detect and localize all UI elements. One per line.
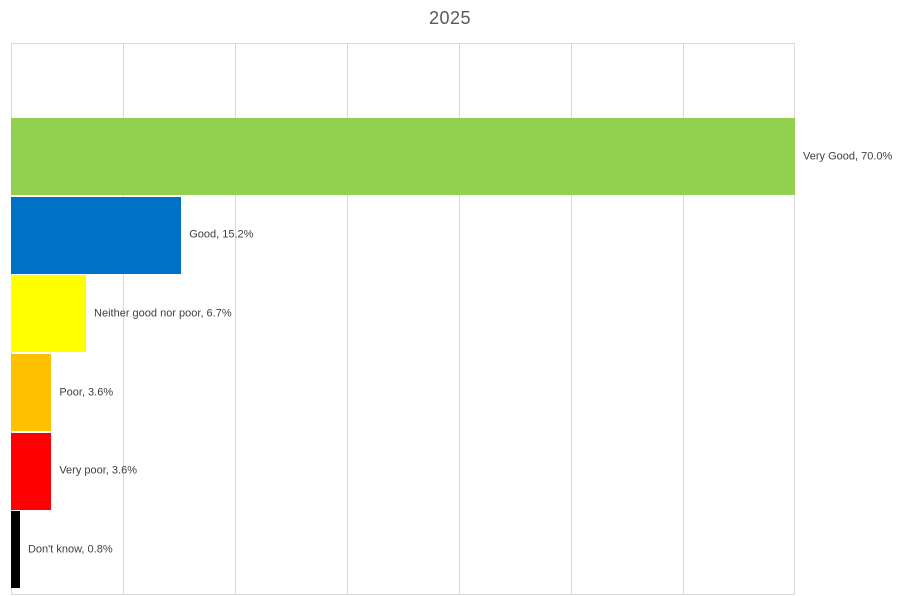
chart-title: 2025 (428, 8, 472, 28)
bar-label-good: Good, 15.2% (189, 228, 254, 241)
gridline (459, 44, 460, 594)
gridline (123, 44, 124, 594)
bar-very-poor (11, 432, 52, 510)
bar-label-very-good: Very Good, 70.0% (803, 150, 893, 163)
gridline (683, 44, 684, 594)
bar-very-good (11, 118, 795, 196)
bar-label-poor: Poor, 3.6% (59, 386, 114, 399)
bar-good (11, 196, 182, 274)
bar-don-t-know (11, 511, 20, 589)
bar-neither-good-nor-poor (11, 275, 87, 353)
gridline (794, 44, 795, 594)
gridline (235, 44, 236, 594)
gridline (347, 44, 348, 594)
bar-label-don-t-know: Don't know, 0.8% (27, 543, 113, 556)
bar-label-very-poor: Very poor, 3.6% (59, 464, 137, 477)
bar-poor (11, 354, 52, 432)
plot-area: Very Good, 70.0% Good, 15.2% Neither good … (11, 43, 892, 595)
gridline (571, 44, 572, 594)
bar-label-neither-good-nor-poor: Neither good nor poor, 6.7% (94, 307, 232, 320)
